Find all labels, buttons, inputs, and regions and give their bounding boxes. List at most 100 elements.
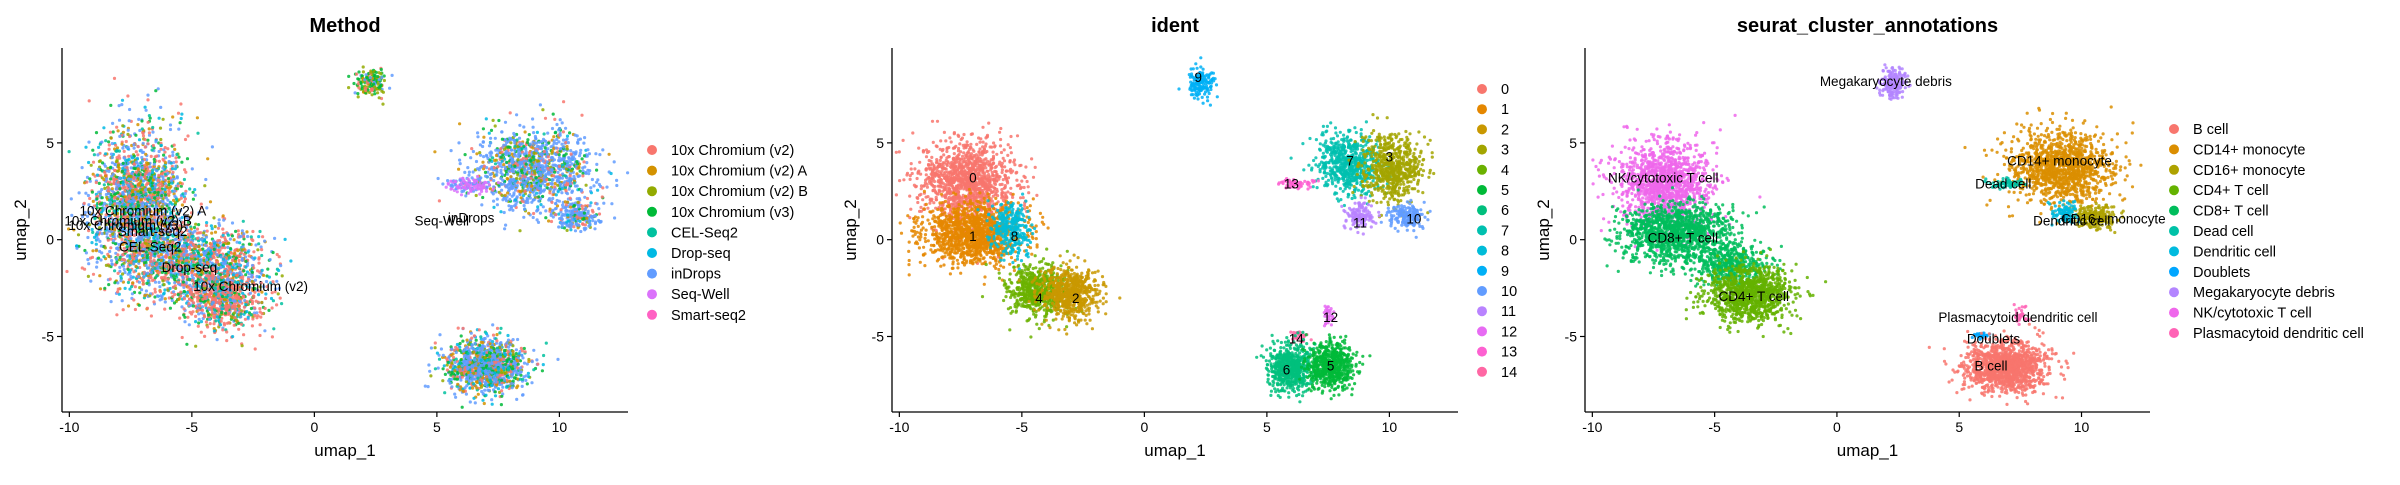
y-tick-label: -5 (42, 328, 55, 344)
legend-swatch (1477, 205, 1487, 215)
cluster-label: 6 (1283, 362, 1291, 377)
legend-label: B cell (2193, 122, 2228, 138)
x-axis-label: umap_1 (1837, 441, 1898, 460)
legend-label: Seq-Well (671, 287, 730, 303)
cluster-label: 2 (1072, 291, 1080, 306)
legend-swatch (1477, 84, 1487, 94)
legend-label: NK/cytotoxic T cell (2193, 306, 2312, 322)
legend-item: 5 (1477, 183, 1509, 199)
legend-item: Doublets (2169, 265, 2250, 281)
legend-label: CD4+ T cell (2193, 183, 2269, 199)
legend-swatch (1477, 225, 1487, 235)
legend-label: 6 (1501, 203, 1509, 219)
legend-label: 10x Chromium (v2) A (671, 164, 808, 180)
cluster-label: 9 (1195, 70, 1203, 85)
x-tick-label: 0 (1140, 419, 1148, 435)
legend-item: 12 (1477, 324, 1517, 340)
x-tick-label: 0 (1833, 419, 1841, 435)
cluster-label: 4 (1035, 291, 1043, 306)
legend-item: CD4+ T cell (2169, 183, 2269, 199)
x-tick-label: -5 (1708, 419, 1721, 435)
x-tick-label: -10 (1582, 419, 1602, 435)
legend-item: 3 (1477, 143, 1509, 159)
legend-label: 0 (1501, 82, 1509, 98)
legend-swatch (2169, 165, 2179, 175)
legend-item: 4 (1477, 163, 1509, 179)
cluster-label: Smart-seq2 (118, 224, 188, 239)
point-cluster-3 (347, 65, 394, 105)
legend-item: CD8+ T cell (2169, 204, 2269, 220)
legend-swatch (2169, 287, 2179, 297)
x-tick-label: 10 (2074, 419, 2090, 435)
cluster-label: Megakaryocyte debris (1820, 74, 1952, 89)
legend-item: Dendritic cell (2169, 244, 2276, 260)
point-cluster-6 (1290, 120, 1398, 207)
legend-swatch (1477, 266, 1487, 276)
legend-item: 7 (1477, 223, 1509, 239)
legend-swatch (647, 186, 657, 196)
point-cluster-7 (424, 323, 560, 409)
legend-item: 6 (1477, 203, 1509, 219)
legend-label: 11 (1501, 304, 1516, 320)
cluster-label: 1 (969, 229, 977, 244)
legend-label: CD14+ monocyte (2193, 142, 2305, 158)
legend-label: CD16+ monocyte (2193, 163, 2305, 179)
cluster-label: CD4+ T cell (1719, 289, 1789, 304)
legend-label: 12 (1501, 324, 1517, 340)
legend-label: Dead cell (2193, 224, 2253, 240)
legend-swatch (1477, 165, 1487, 175)
legend-item: 1 (1477, 102, 1509, 118)
legend-item: 10x Chromium (v2) (647, 143, 794, 159)
x-tick-label: -10 (59, 419, 79, 435)
x-axis-label: umap_1 (314, 441, 375, 460)
legend-label: 10x Chromium (v2) (671, 143, 794, 159)
legend-swatch (1477, 104, 1487, 114)
legend-swatch (1477, 367, 1487, 377)
cluster-label: 13 (1284, 177, 1299, 192)
legend-swatch (2169, 267, 2179, 277)
y-tick-label: 0 (1569, 232, 1577, 248)
legend-item: Drop-seq (647, 246, 731, 262)
y-ticks: -505 (872, 135, 892, 345)
cluster-label: 5 (1327, 359, 1335, 374)
legend-swatch (2169, 144, 2179, 154)
legend-item: Seq-Well (647, 287, 730, 303)
legend-swatch (1477, 185, 1487, 195)
legend-item: Megakaryocyte debris (2169, 285, 2335, 301)
cluster-label: 12 (1323, 310, 1338, 325)
plot-title: seurat_cluster_annotations (1737, 15, 1998, 37)
legend-item: CD16+ monocyte (2169, 163, 2305, 179)
x-axis-label: umap_1 (1144, 441, 1205, 460)
legend-label: 3 (1501, 143, 1509, 159)
y-ticks: -505 (1565, 135, 1585, 345)
cluster-label: Drop-seq (162, 260, 218, 275)
legend-label: 10x Chromium (v3) (671, 205, 794, 221)
x-tick-label: 5 (433, 419, 441, 435)
cluster-label: 10 (1406, 211, 1421, 226)
y-tick-label: 0 (46, 232, 54, 248)
y-tick-label: 5 (1569, 135, 1577, 151)
legend-swatch (2169, 226, 2179, 236)
legend-swatch (647, 248, 657, 258)
legend-item: 10x Chromium (v3) (647, 205, 794, 221)
legend-label: Doublets (2193, 265, 2250, 281)
y-tick-label: 5 (46, 135, 54, 151)
y-ticks: -5 0 5 (42, 135, 62, 345)
x-tick-label: 10 (1382, 419, 1398, 435)
legend-swatch (1477, 306, 1487, 316)
legend-label: 10x Chromium (v2) B (671, 184, 808, 200)
legend-swatch (647, 227, 657, 237)
cluster-label: Dead cell (1975, 177, 2031, 192)
legend-label: 4 (1501, 163, 1509, 179)
x-tick-label: 5 (1263, 419, 1271, 435)
legend-swatch (2169, 206, 2179, 216)
legend-swatch (2169, 328, 2179, 338)
cluster-label: NK/cytotoxic T cell (1608, 171, 1719, 186)
legend-item: Plasmacytoid dendritic cell (2169, 326, 2364, 342)
